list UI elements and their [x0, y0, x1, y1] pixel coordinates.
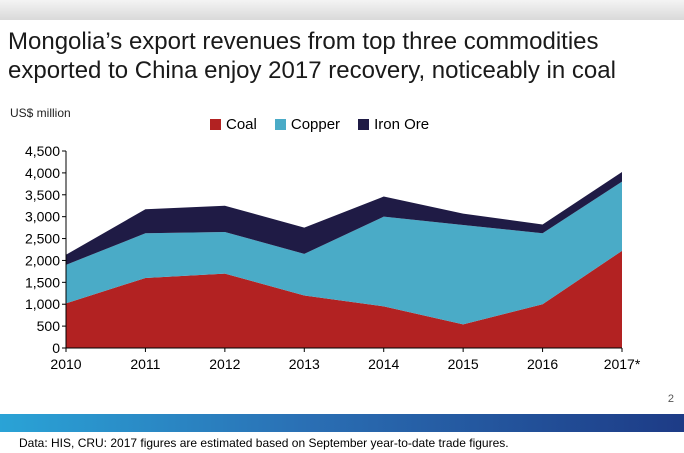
legend-swatch-coal	[210, 119, 221, 130]
y-tick-label: 2,500	[25, 231, 60, 247]
y-tick-label: 3,500	[25, 187, 60, 203]
y-tick-label: 1,000	[25, 296, 60, 312]
legend-label-coal: Coal	[226, 116, 257, 133]
stacked-area-chart: 0 500 1,000 1,500 2,000 2,500 3,000 3,500 4,000 4…	[25, 143, 641, 372]
legend-swatch-iron-ore	[358, 119, 370, 130]
y-tick-label: 3,000	[25, 209, 60, 225]
top-banner-bar	[0, 0, 684, 20]
x-tick-label: 2011	[130, 356, 160, 372]
legend-item-copper: Copper	[274, 116, 341, 133]
area-copper	[66, 181, 622, 325]
y-tick-label: 1,500	[25, 274, 60, 290]
x-tick-label: 2012	[209, 356, 240, 372]
x-tick-label: 2016	[527, 356, 558, 372]
y-tick-label: 0	[52, 340, 60, 356]
y-axis-unit-label: US$ million	[10, 106, 71, 120]
x-tick-label: 2017*	[604, 356, 641, 372]
legend-item-iron-ore: Iron Ore	[358, 116, 429, 133]
slide-title: Mongolia’s export revenues from top thre…	[8, 28, 616, 84]
legend-item-coal: Coal	[210, 116, 257, 133]
legend-label-iron-ore: Iron Ore	[374, 116, 430, 133]
y-tick-label: 4,000	[25, 165, 60, 181]
data-source-footnote: Data: HIS, CRU: 2017 figures are estimat…	[19, 436, 509, 450]
chart-legend: Coal Copper Iron Ore	[210, 116, 447, 133]
area-coal	[66, 250, 622, 348]
legend-swatch-copper	[274, 119, 286, 130]
y-tick-label: 500	[37, 318, 61, 334]
x-tick-label: 2010	[50, 356, 81, 372]
bottom-gradient-bar	[0, 414, 684, 432]
y-tick-label: 4,500	[25, 143, 60, 159]
x-tick-label: 2015	[448, 356, 479, 372]
area-iron-ore	[66, 172, 622, 265]
x-tick-label: 2014	[368, 356, 399, 372]
y-tick-label: 2,000	[25, 252, 60, 268]
page-number: 2	[667, 393, 674, 405]
x-tick-label: 2013	[289, 356, 320, 372]
legend-label-copper: Copper	[290, 116, 341, 133]
